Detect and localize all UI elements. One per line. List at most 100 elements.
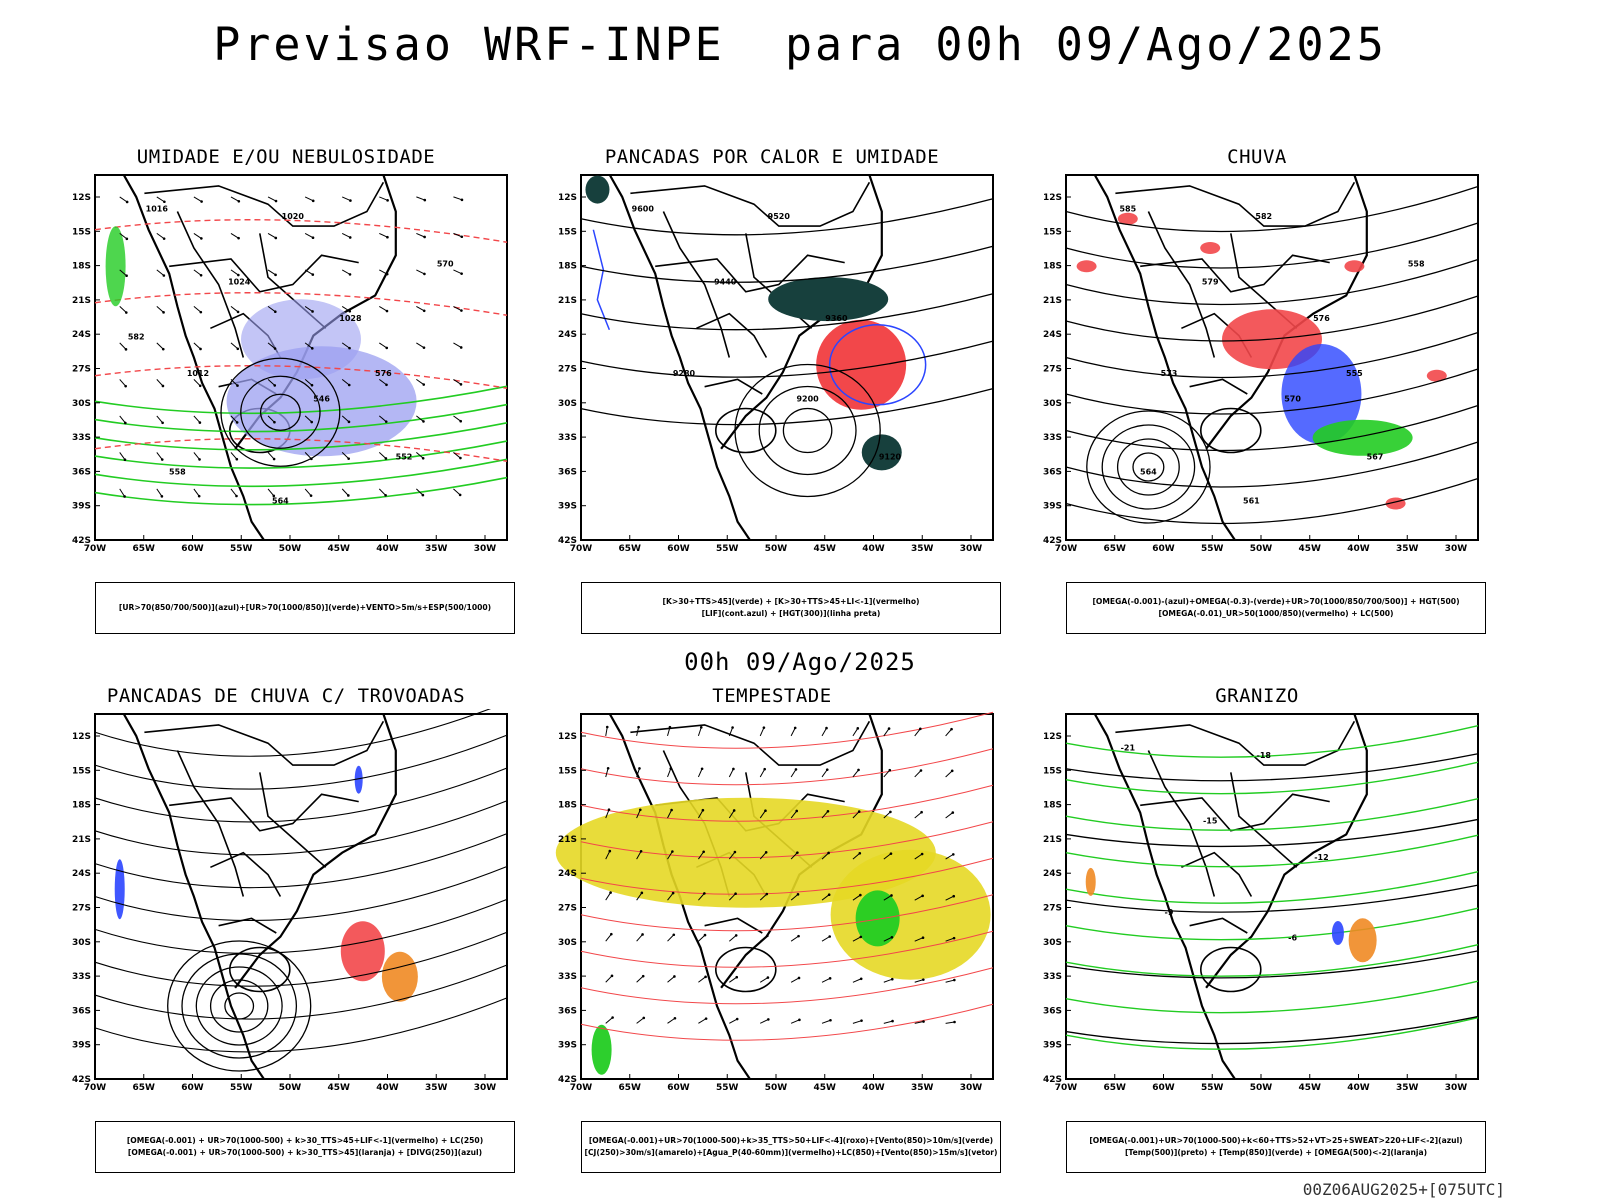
map-base bbox=[94, 174, 508, 541]
wind-arrow-head bbox=[236, 347, 240, 351]
wind-arrow-head bbox=[829, 1018, 832, 1022]
lc850-streamline bbox=[580, 748, 994, 786]
wind-arrow-head bbox=[922, 1020, 925, 1023]
border-line bbox=[176, 750, 245, 897]
streamline bbox=[181, 953, 298, 1059]
wind-arrow-head bbox=[124, 421, 127, 425]
lc850-streamline bbox=[580, 711, 994, 749]
hgt500-contour bbox=[1065, 441, 1479, 488]
lat-label: 30S bbox=[72, 938, 91, 948]
lat-label: 12S bbox=[558, 193, 577, 203]
legend-line: [LIF](cont.azul) + [HGT(300)](linha pret… bbox=[701, 609, 881, 618]
contour-label: 552 bbox=[396, 453, 413, 462]
wind-arrow-head bbox=[673, 1016, 677, 1020]
wind-arrow bbox=[883, 1020, 893, 1024]
wind-arrow-head bbox=[919, 769, 923, 772]
wind-arrow bbox=[852, 1020, 862, 1024]
contour-label: 564 bbox=[1140, 467, 1157, 476]
lif-contour bbox=[828, 324, 927, 406]
wind-arrow-head bbox=[699, 726, 703, 729]
wind-arrow-head bbox=[162, 311, 165, 314]
wind-arrow bbox=[119, 415, 126, 424]
pressure-contour bbox=[259, 393, 301, 431]
streamline bbox=[94, 767, 508, 823]
wind-arrow-head bbox=[703, 892, 706, 895]
wind-arrow bbox=[605, 726, 608, 736]
lat-label: 33S bbox=[1043, 972, 1062, 982]
hgt500-contour bbox=[1065, 368, 1479, 415]
contour-label: 585 bbox=[1119, 205, 1136, 214]
panel-pancadas-calor: PANCADAS POR CALOR E UMIDADE 9600 9520 944… bbox=[537, 146, 1007, 636]
wind-arrow bbox=[759, 935, 768, 942]
wind-arrow-head bbox=[348, 309, 352, 313]
lat-label: 39S bbox=[72, 502, 91, 512]
wind-arrow bbox=[914, 853, 923, 860]
wind-arrow bbox=[453, 196, 463, 201]
hgt500-contour bbox=[1065, 185, 1479, 233]
wind-arrow-head bbox=[825, 768, 829, 771]
wind-arrow-head bbox=[953, 978, 956, 982]
wind-arrow bbox=[379, 305, 388, 312]
wind-arrow bbox=[667, 1017, 676, 1024]
lon-label: 50W bbox=[1250, 544, 1273, 554]
hgt300-contour bbox=[580, 293, 994, 331]
lon-label: 60W bbox=[667, 1083, 690, 1093]
wind-arrow bbox=[852, 811, 860, 819]
thunder-layer bbox=[94, 709, 508, 1072]
wind-arrow bbox=[883, 936, 893, 942]
wind-arrow bbox=[914, 770, 922, 778]
wind-arrow-head bbox=[200, 200, 203, 203]
wind-arrow bbox=[341, 415, 350, 423]
lon-label: 30W bbox=[474, 1083, 497, 1093]
lon-label: 70W bbox=[570, 1083, 593, 1093]
wind-arrow-head bbox=[952, 936, 956, 940]
map-chuva: 58558257957657357056756456155855512S15S1… bbox=[1043, 174, 1479, 554]
lat-label: 42S bbox=[1043, 1075, 1062, 1085]
wind-arrow-head bbox=[348, 273, 352, 276]
lat-label: 27S bbox=[1043, 365, 1062, 375]
wind-arrow-head bbox=[859, 935, 863, 939]
lat-label: 21S bbox=[72, 296, 91, 306]
humidity-1000-contour bbox=[94, 403, 508, 433]
wind-arrow bbox=[416, 415, 424, 422]
lc850-streamline bbox=[580, 857, 994, 895]
wind-arrow bbox=[378, 452, 387, 459]
wind-arrow-head bbox=[828, 935, 831, 938]
wind-arrow-head bbox=[198, 421, 202, 424]
wind-arrow bbox=[729, 976, 738, 983]
temp500-contour bbox=[1065, 950, 1479, 979]
lon-label: 60W bbox=[1152, 1083, 1175, 1093]
wind-arrow-head bbox=[200, 237, 203, 240]
thunder-area bbox=[340, 921, 385, 982]
wind-arrow bbox=[883, 811, 891, 819]
wind-arrow bbox=[728, 935, 737, 942]
contour-label: 1016 bbox=[146, 205, 169, 214]
wind850-area bbox=[855, 890, 900, 947]
lat-label: 42S bbox=[72, 536, 91, 546]
lon-label: 55W bbox=[716, 1083, 739, 1093]
coastline-west bbox=[608, 174, 751, 541]
wind-arrow-head bbox=[309, 494, 313, 497]
wind-arrow-head bbox=[385, 272, 389, 276]
wind-arrow bbox=[698, 893, 705, 901]
wind-arrow-head bbox=[459, 383, 463, 386]
wind-arrow-head bbox=[639, 849, 643, 853]
wind-arrow-head bbox=[311, 310, 314, 313]
border-line bbox=[630, 720, 871, 766]
wind-arrow-head bbox=[891, 1019, 894, 1023]
wind-arrow bbox=[416, 378, 425, 385]
wind-arrow bbox=[267, 305, 276, 313]
wind-arrow-head bbox=[235, 421, 239, 424]
coastline-west bbox=[122, 713, 265, 1080]
wind-arrow bbox=[156, 452, 163, 460]
wind-arrow bbox=[759, 727, 765, 737]
wind-arrow-head bbox=[606, 766, 610, 770]
temp850-contour bbox=[1065, 834, 1479, 868]
wind-arrow bbox=[790, 893, 799, 901]
panel-title: PANCADAS POR CALOR E UMIDADE bbox=[604, 146, 940, 168]
wind-arrow bbox=[790, 727, 796, 737]
wind-arrow bbox=[852, 894, 861, 901]
wind-arrow-head bbox=[274, 310, 277, 314]
wind-arrow-head bbox=[385, 346, 389, 350]
